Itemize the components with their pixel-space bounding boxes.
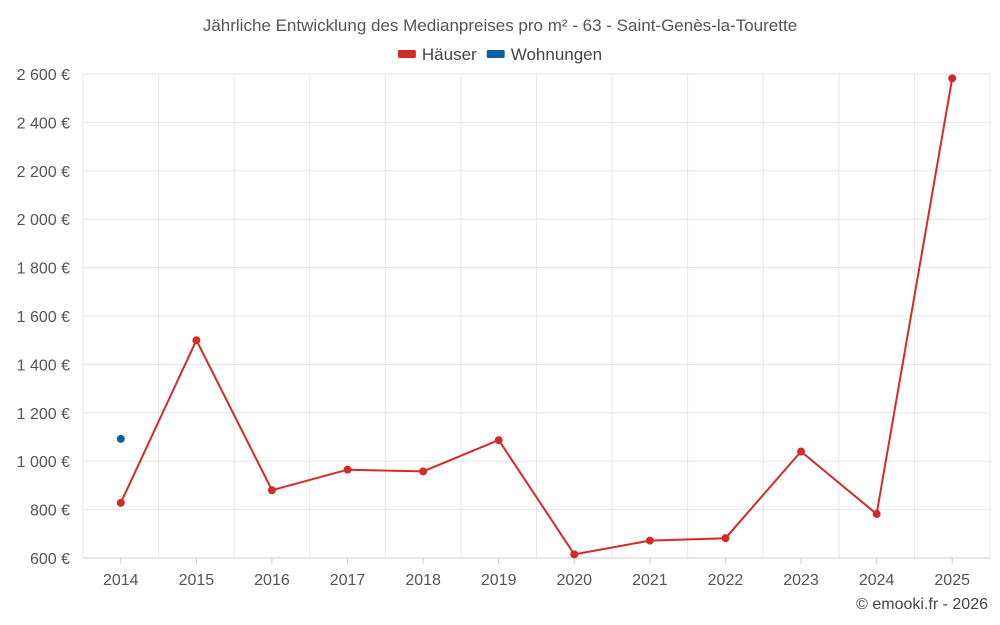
credit-text: © emooki.fr - 2026 bbox=[856, 596, 988, 613]
x-tick-label: 2019 bbox=[481, 572, 517, 589]
x-axis: 2014 2015 2016 2017 2018 2019 2020 2021 2022 2023… bbox=[83, 557, 990, 589]
data-point-h-user bbox=[267, 486, 276, 495]
data-point-wohnungen bbox=[116, 434, 125, 443]
data-point-h-user bbox=[116, 498, 125, 507]
legend-swatch bbox=[397, 50, 416, 58]
legend-item: Häuser bbox=[397, 45, 477, 64]
x-tick-label: 2021 bbox=[632, 572, 668, 589]
y-tick-label: 1 400 € bbox=[17, 357, 70, 374]
data-point-h-user bbox=[948, 74, 957, 83]
data-point-h-user bbox=[419, 467, 428, 476]
x-tick-label: 2020 bbox=[556, 572, 592, 589]
data-point-h-user bbox=[872, 509, 881, 518]
x-tick-label: 2016 bbox=[254, 572, 290, 589]
data-point-h-user bbox=[494, 436, 503, 445]
grid bbox=[82, 73, 991, 558]
data-point-h-user bbox=[721, 534, 730, 543]
series-layer bbox=[116, 74, 957, 559]
data-point-h-user bbox=[343, 465, 352, 474]
data-point-h-user bbox=[797, 447, 806, 456]
legend-item: Wohnungen bbox=[486, 45, 602, 64]
y-tick-label: 2 200 € bbox=[17, 164, 70, 181]
legend-swatch bbox=[486, 50, 505, 58]
x-tick-label: 2014 bbox=[103, 572, 139, 589]
x-tick-label: 2025 bbox=[934, 572, 970, 589]
y-tick-label: 800 € bbox=[30, 503, 70, 520]
data-point-h-user bbox=[192, 336, 201, 345]
y-tick-label: 1 000 € bbox=[17, 454, 70, 471]
chart-title: Jährliche Entwicklung des Medianpreises … bbox=[203, 16, 797, 35]
x-tick-label: 2017 bbox=[330, 572, 366, 589]
x-tick-label: 2015 bbox=[179, 572, 215, 589]
x-tick-label: 2023 bbox=[783, 572, 819, 589]
y-tick-label: 1 800 € bbox=[17, 261, 70, 278]
series-line-h-user bbox=[119, 78, 954, 556]
data-point-h-user bbox=[570, 550, 579, 559]
y-tick-label: 600 € bbox=[30, 551, 70, 568]
x-tick-label: 2022 bbox=[708, 572, 744, 589]
y-axis: 600 € 800 € 1 000 € 1 200 € 1 400 € 1 600 € 1 … bbox=[17, 67, 70, 568]
y-tick-label: 2 400 € bbox=[17, 115, 70, 132]
x-tick-label: 2018 bbox=[405, 572, 441, 589]
x-tick-label: 2024 bbox=[859, 572, 895, 589]
data-point-h-user bbox=[645, 536, 654, 545]
y-tick-label: 1 600 € bbox=[17, 309, 70, 326]
legend-label: Häuser bbox=[422, 45, 477, 64]
legend-label: Wohnungen bbox=[511, 45, 602, 64]
y-tick-label: 1 200 € bbox=[17, 406, 70, 423]
y-tick-label: 2 000 € bbox=[17, 212, 70, 229]
y-tick-label: 2 600 € bbox=[17, 67, 70, 84]
legend: Häuser Wohnungen bbox=[397, 45, 602, 64]
